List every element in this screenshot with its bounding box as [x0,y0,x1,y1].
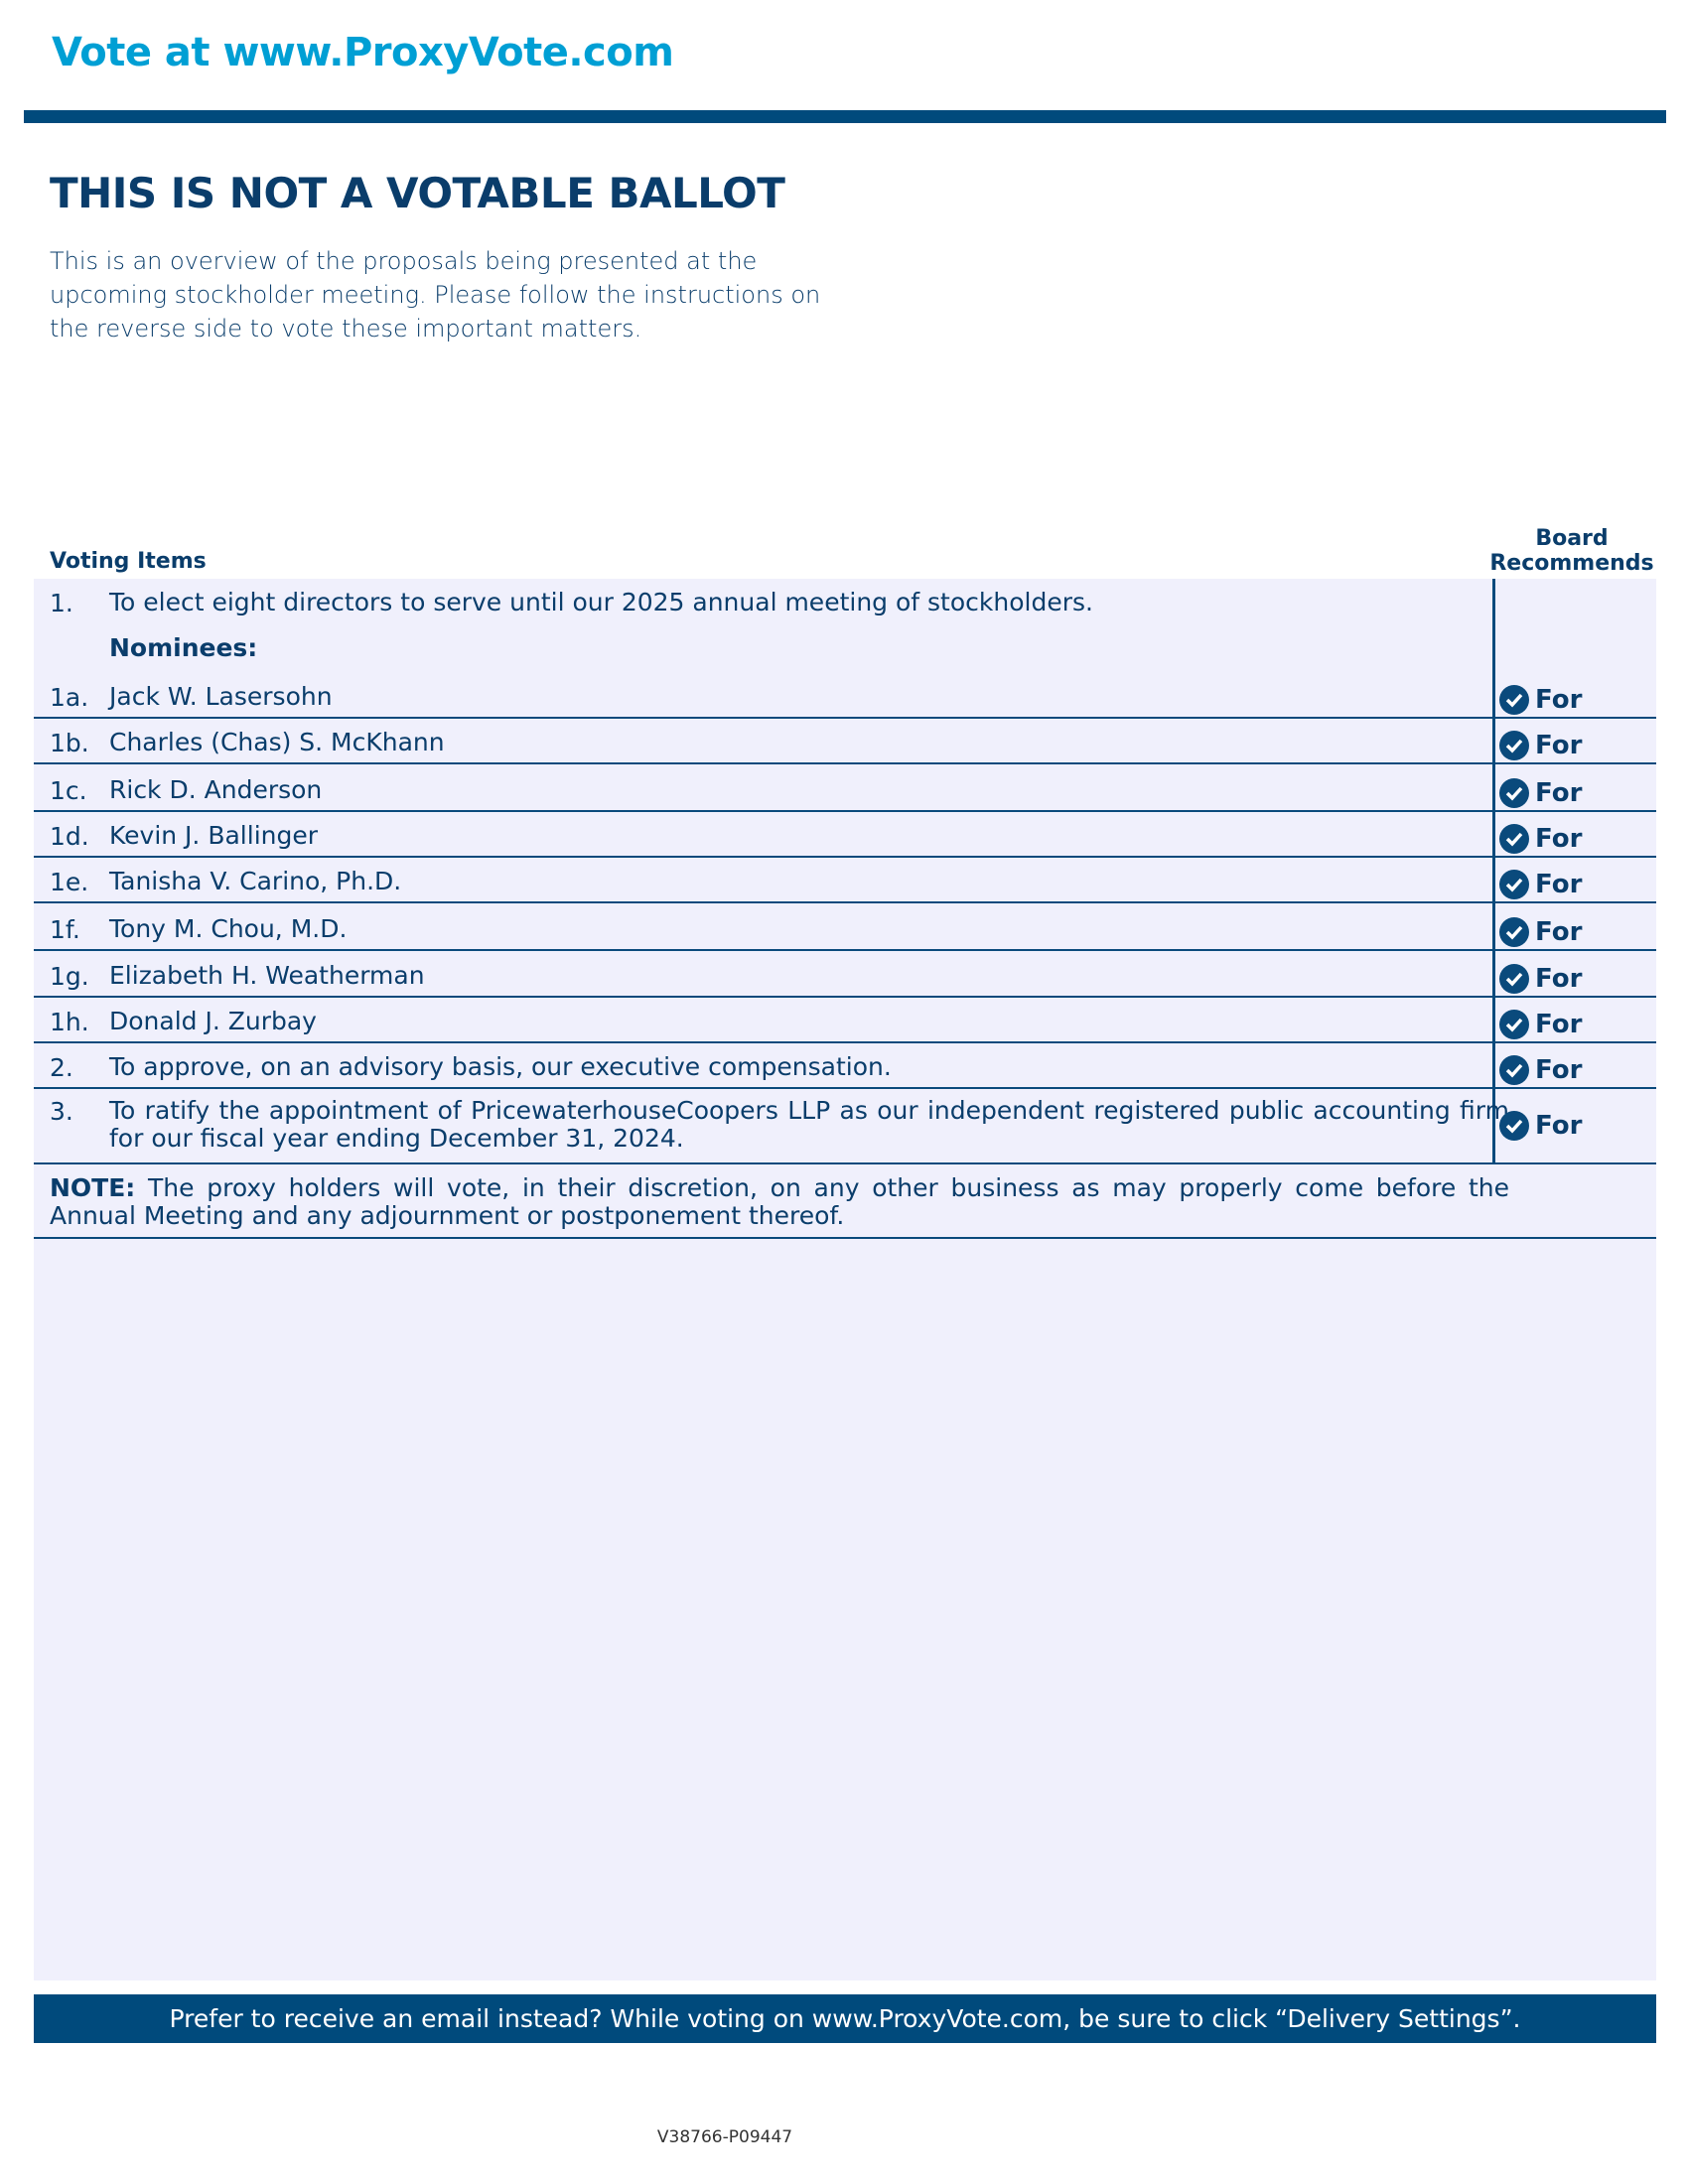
header-divider [24,110,1666,123]
board-recommendation: For [1499,870,1582,899]
item-number: 1. [50,589,73,617]
note-text: NOTE: The proxy holders will vote, in th… [50,1174,1509,1230]
board-recommendation: For [1499,685,1582,715]
recommendation-label: For [1535,1111,1583,1141]
board-recommendation: For [1499,778,1582,808]
recommendation-label: For [1535,731,1583,760]
item-number: 1f. [50,915,80,944]
board-recommendation: For [1499,824,1582,854]
item-text: Tony M. Chou, M.D. [109,914,348,943]
item-text: Charles (Chas) S. McKhann [109,728,445,756]
vote-row: 1d. Kevin J. Ballinger For [34,812,1656,858]
check-circle-icon [1499,1111,1529,1141]
item-number: 1e. [50,868,89,896]
voting-items-panel [34,579,1656,1980]
board-label-line1: Board [1535,526,1609,551]
board-recommendation: For [1499,917,1582,947]
check-circle-icon [1499,731,1529,760]
board-label-line2: Recommends [1489,551,1654,576]
item-text: Tanisha V. Carino, Ph.D. [109,867,402,895]
check-circle-icon [1499,685,1529,715]
recommendation-label: For [1535,685,1583,715]
note-row: NOTE: The proxy holders will vote, in th… [34,1164,1656,1239]
board-recommends-label: Board Recommends [1489,526,1654,576]
item-number: 1d. [50,822,89,851]
board-recommendation: For [1499,964,1582,994]
recommendation-label: For [1535,824,1583,854]
board-recommendation: For [1499,1010,1582,1039]
board-recommendation: For [1499,1055,1582,1085]
item-number: 1h. [50,1008,89,1036]
vote-row: 2. To approve, on an advisory basis, our… [34,1043,1656,1089]
vote-row: 1b. Charles (Chas) S. McKhann For [34,719,1656,764]
item-text: Rick D. Anderson [109,775,323,804]
recommendation-label: For [1535,1010,1583,1039]
vote-row: 1c. Rick D. Anderson For [34,764,1656,812]
board-recommendation: For [1499,731,1582,760]
recommendation-label: For [1535,870,1583,899]
item-1-header: 1. To elect eight directors to serve unt… [34,579,1656,719]
check-circle-icon [1499,964,1529,994]
item-number: 1b. [50,729,89,757]
item-number: 1c. [50,776,87,805]
vote-row: 1h. Donald J. Zurbay For [34,998,1656,1043]
note-body: The proxy holders will vote, in their di… [50,1173,1509,1230]
nominees-label: Nominees: [109,633,258,662]
item-text: To ratify the appointment of Pricewaterh… [109,1096,1509,1153]
item-number: 2. [50,1053,73,1082]
item-text: Jack W. Lasersohn [109,682,333,711]
vote-row: 1g. Elizabeth H. Weatherman For [34,951,1656,998]
column-divider [1492,579,1495,1164]
vote-row: 1e. Tanisha V. Carino, Ph.D. For [34,858,1656,903]
vote-row: 1f. Tony M. Chou, M.D. For [34,903,1656,951]
vote-url-heading: Vote at www.ProxyVote.com [52,30,674,75]
item-text: To approve, on an advisory basis, our ex… [109,1052,892,1081]
check-circle-icon [1499,1010,1529,1039]
item-text: Donald J. Zurbay [109,1007,317,1035]
email-delivery-banner: Prefer to receive an email instead? Whil… [34,1994,1656,2043]
recommendation-label: For [1535,917,1583,947]
intro-text: This is an overview of the proposals bei… [50,247,821,342]
recommendation-label: For [1535,778,1583,808]
recommendation-label: For [1535,964,1583,994]
check-circle-icon [1499,870,1529,899]
vote-row: 3. To ratify the appointment of Pricewat… [34,1089,1656,1164]
vote-row: 1a. Jack W. Lasersohn For [34,672,1656,719]
board-recommendation: For [1499,1111,1582,1141]
recommendation-label: For [1535,1055,1583,1085]
item-text: Elizabeth H. Weatherman [109,961,425,990]
check-circle-icon [1499,1055,1529,1085]
voting-items-label: Voting Items [50,549,207,574]
page-title: THIS IS NOT A VOTABLE BALLOT [50,169,785,217]
item-text: To elect eight directors to serve until … [109,588,1093,616]
item-text: Kevin J. Ballinger [109,821,319,850]
item-number: 1a. [50,683,89,712]
item-number: 3. [50,1097,73,1126]
check-circle-icon [1499,778,1529,808]
item-number: 1g. [50,962,89,991]
note-label: NOTE: [50,1173,136,1202]
document-code: V38766-P09447 [656,2127,793,2147]
check-circle-icon [1499,824,1529,854]
check-circle-icon [1499,917,1529,947]
